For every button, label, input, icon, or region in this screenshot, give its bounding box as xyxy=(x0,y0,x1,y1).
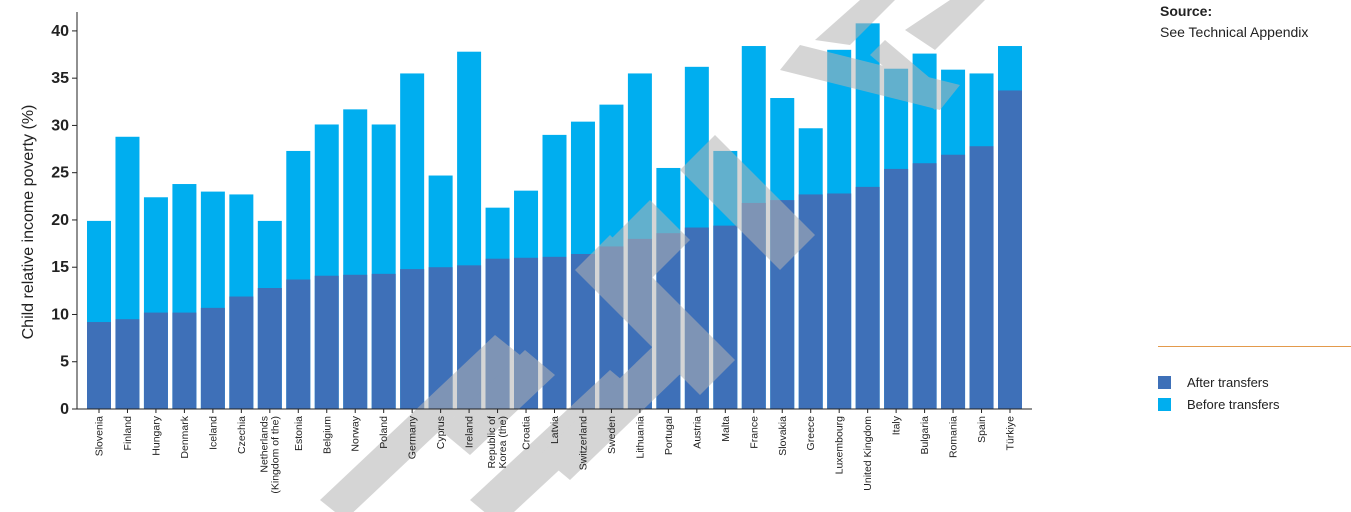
legend-swatch-after xyxy=(1158,375,1171,389)
y-tick-label: 5 xyxy=(60,354,69,371)
x-tick-label: Estonia xyxy=(293,416,305,451)
y-tick-label: 0 xyxy=(60,401,69,418)
x-tick-label: Latvia xyxy=(549,416,561,444)
x-axis: Slovenia Finland Hungary Denmark Iceland Czec… xyxy=(77,408,1032,494)
legend-label-before: Before transfers xyxy=(1187,396,1280,412)
y-tick-label: 10 xyxy=(51,306,69,323)
bar-after-transfers xyxy=(87,322,111,409)
y-axis-label: Child relative income poverty (%) xyxy=(20,105,37,340)
x-tick-label: Portugal xyxy=(663,416,675,455)
source-text: See Technical Appendix xyxy=(1160,24,1309,40)
bar-after-transfers xyxy=(941,154,966,409)
y-tick-label: 40 xyxy=(51,23,69,40)
x-tick-label: Italy xyxy=(891,415,903,435)
legend-swatch-before xyxy=(1158,397,1171,411)
bar-after-transfers xyxy=(912,163,937,409)
y-tick-label: 35 xyxy=(51,70,69,87)
x-tick-label: Slovenia xyxy=(94,416,106,456)
bar-after-transfers xyxy=(713,225,738,409)
x-tick-label: Iceland xyxy=(207,416,219,450)
x-tick-label: Hungary xyxy=(150,415,162,455)
legend-label-after: After transfers xyxy=(1187,374,1269,390)
x-tick-label: Bulgaria xyxy=(919,416,931,455)
bar-after-transfers xyxy=(343,274,368,409)
x-tick-label: Croatia xyxy=(521,416,533,450)
bar-after-transfers xyxy=(115,319,140,409)
x-tick-label: Netherlands(Kingdom of the) xyxy=(258,416,281,494)
draft-watermark xyxy=(320,0,985,512)
bar-after-transfers xyxy=(257,288,282,409)
x-tick-label: Spain xyxy=(976,416,988,443)
x-tick-label: Switzerland xyxy=(577,416,589,470)
x-tick-label: Poland xyxy=(378,416,390,449)
y-tick-label: 25 xyxy=(51,165,69,182)
x-tick-label: Cyprus xyxy=(435,416,447,449)
x-tick-label: United Kingdom xyxy=(862,416,874,491)
x-tick-label: Türkiye xyxy=(1005,416,1017,451)
bar-after-transfers xyxy=(286,279,311,409)
bar-after-transfers xyxy=(542,256,567,409)
y-tick-label: 30 xyxy=(51,117,69,134)
bar-after-transfers xyxy=(998,90,1022,409)
bar-after-transfers xyxy=(172,312,197,409)
x-tick-label: Belgium xyxy=(321,416,333,454)
bar-after-transfers xyxy=(855,186,880,409)
y-tick-label: 20 xyxy=(51,212,69,229)
bar-after-transfers xyxy=(200,307,225,409)
x-tick-label: Luxembourg xyxy=(834,416,846,475)
bar-after-transfers xyxy=(969,146,994,409)
x-tick-label: Slovakia xyxy=(777,416,789,456)
bar-after-transfers xyxy=(827,193,852,409)
legend-item-after: After transfers xyxy=(1158,373,1269,391)
x-tick-label: Norway xyxy=(350,415,362,451)
x-tick-label: Sweden xyxy=(606,416,618,454)
x-tick-label: Austria xyxy=(691,416,703,449)
bar-after-transfers xyxy=(314,275,339,409)
bar-after-transfers xyxy=(884,168,909,409)
bar-chart: 0 5 10 15 20 25 30 35 40 Slovenia Finland Hungary D… xyxy=(20,0,1032,512)
x-tick-label: Czechia xyxy=(236,416,248,454)
bar-after-transfers xyxy=(143,312,168,409)
y-axis: 0 5 10 15 20 25 30 35 40 xyxy=(51,12,78,418)
y-tick-label: 15 xyxy=(51,259,69,276)
legend-item-before: Before transfers xyxy=(1158,395,1280,413)
x-tick-label: Lithuania xyxy=(634,416,646,459)
x-tick-label: Romania xyxy=(948,416,960,458)
bar-after-transfers xyxy=(229,296,254,409)
x-tick-label: Germany xyxy=(407,415,419,459)
x-tick-label: Finland xyxy=(122,416,134,451)
x-tick-label: Greece xyxy=(805,416,817,451)
x-tick-label: Denmark xyxy=(179,415,191,458)
x-tick-label: France xyxy=(748,416,760,449)
bar-after-transfers xyxy=(371,273,396,409)
x-tick-label: Republic ofKorea (the) xyxy=(486,416,509,469)
x-tick-label: Malta xyxy=(720,416,732,442)
x-tick-label: Ireland xyxy=(464,416,476,448)
source-title: Source: xyxy=(1160,3,1213,19)
legend-divider xyxy=(1158,346,1351,347)
bar-after-transfers xyxy=(400,269,425,409)
